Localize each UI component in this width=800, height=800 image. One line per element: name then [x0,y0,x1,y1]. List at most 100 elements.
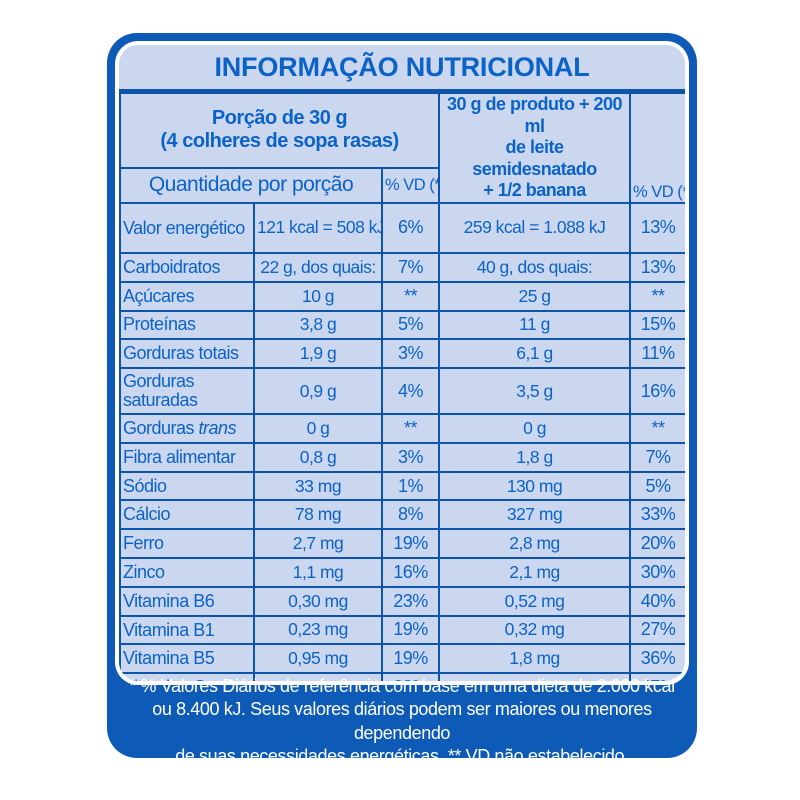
qty-per-portion: 33 mg [253,470,383,502]
vd-per-portion: 19% [380,614,441,646]
vd-with-milk: 16% [629,367,685,416]
nutrient-row: Vitamina B1 0,23 mg 19% 0,32 mg 27% [119,614,685,646]
nutrient-name: Fibra alimentar [119,441,255,473]
nutrition-facts-card: INFORMAÇÃO NUTRICIONAL Porção de 30 g (4… [107,33,697,766]
nutrient-name: Gorduras saturadas [119,367,255,416]
qty-per-portion: 3,8 g [253,309,383,341]
qty-per-portion: 0 g [253,413,383,444]
vd-with-milk: 40% [629,585,685,617]
vd-per-portion: 38% [380,672,441,681]
qty-with-milk: 0,52 mg [438,585,632,617]
qty-with-milk: 0,32 mg [438,614,632,646]
portion-header-right: 30 g de produto + 200 ml de leite semide… [438,92,632,204]
nutrient-name: Açúcares [119,280,255,312]
nutrient-row: Gorduras trans 0 g ** 0 g ** [119,413,685,444]
footnote-line1: * % Valores Diários de referência com ba… [129,676,675,697]
nutrient-row: Açúcares 10 g ** 25 g ** [119,280,685,312]
nutrient-name-text: Vitamina B5 [123,648,215,669]
nutrient-row: Fibra alimentar 0,8 g 3% 1,8 g 7% [119,441,685,473]
vd-with-milk: 13% [629,201,685,254]
daily-values-footnote: * % Valores Diários de referência com ba… [107,676,697,765]
qty-per-portion: 0,30 mg [253,585,383,617]
qty-with-milk: 6,1 g [438,338,632,370]
nutrient-name: Carboidratos [119,251,255,283]
nutrition-title: INFORMAÇÃO NUTRICIONAL [119,45,685,92]
nutrient-name-text: Carboidratos [123,256,221,277]
vd-with-milk: 7% [629,441,685,473]
qty-per-portion: 1,1 mg [253,557,383,588]
qty-per-portion: 1,9 g [253,338,383,370]
footnote-line3: de suas necessidades energéticas. ** VD … [175,745,629,766]
vd-with-milk: 30% [629,557,685,588]
qty-with-milk: 21 mg [438,672,632,681]
nutrient-row: Vitamina B5 0,95 mg 19% 1,8 mg 36% [119,643,685,675]
qty-per-portion: 0,8 g [253,441,383,473]
qty-with-milk: 40 g, dos quais: [438,251,632,283]
nutrient-name-text: Sódio [123,475,167,496]
qty-per-portion: 10 g [253,280,383,312]
nutrient-name-text: Açúcares [123,285,195,306]
footnote-line2: ou 8.400 kJ. Seus valores diários podem … [152,699,652,743]
nutrient-name-text: Gorduras totais [123,343,239,364]
vd-with-milk: ** [629,413,685,444]
vd-per-portion: ** [380,413,441,444]
portion-left-line2: (4 colheres de sopa rasas) [160,130,399,153]
white-inset: INFORMAÇÃO NUTRICIONAL Porção de 30 g (4… [115,41,689,685]
vd-per-portion: 1% [380,470,441,502]
nutrient-name-text: Vitamina B6 [123,590,215,611]
vd-with-milk: 15% [629,309,685,341]
qty-per-portion: 22 g, dos quais: [253,251,383,283]
nutrient-name-text: Valor energético [123,217,245,238]
nutrient-name: Vitamina B1 [119,614,255,646]
vd-per-portion: 6% [380,201,441,254]
nutrient-name-text: Vitamina B1 [123,619,215,640]
vd-per-portion: 19% [380,643,441,675]
vd-header-right: % VD (*) [629,92,685,204]
nutrient-row: Sódio 33 mg 1% 130 mg 5% [119,470,685,502]
header-row-portion: Porção de 30 g (4 colheres de sopa rasas… [119,92,685,204]
vd-per-portion: 3% [380,441,441,473]
qty-with-milk: 25 g [438,280,632,312]
nutrient-name-text: Ferro [123,533,164,554]
vd-per-portion: 8% [380,499,441,531]
nutrient-row: Gorduras saturadas 0,9 g 4% 3,5 g 16% [119,367,685,416]
nutrient-row: Proteínas 3,8 g 5% 11 g 15% [119,309,685,341]
nutrient-name-text: Vitamina C [123,677,206,681]
nutrient-row: Carboidratos 22 g, dos quais: 7% 40 g, d… [119,251,685,283]
nutrient-name-text: Fibra alimentar [123,446,236,467]
qty-per-portion: 0,23 mg [253,614,383,646]
portion-left-line1: Porção de 30 g [211,107,348,130]
nutrient-name-text: Gorduras saturadas [123,371,198,411]
nutrient-name-text: Zinco [123,561,165,582]
vd-per-portion: 23% [380,585,441,617]
qty-per-portion: 2,7 mg [253,528,383,559]
quantity-per-portion-header: Quantidade por porção [119,166,383,204]
vd-with-milk: 5% [629,470,685,502]
nutrient-row: Zinco 1,1 mg 16% 2,1 mg 30% [119,557,685,588]
nutrient-name-text: Gorduras [123,418,195,439]
qty-with-milk: 1,8 mg [438,643,632,675]
nutrient-row: Vitamina C 17 mg 38% 21 mg 47% [119,672,685,681]
nutrient-name: Sódio [119,470,255,502]
portion-right-line2: de leite semidesnatado [472,137,597,179]
vd-per-portion: 7% [380,251,441,283]
nutrient-name: Proteínas [119,309,255,341]
nutrient-name: Valor energético [119,201,255,254]
vd-per-portion: 19% [380,528,441,559]
nutrition-table: Porção de 30 g (4 colheres de sopa rasas… [119,92,685,681]
qty-with-milk: 327 mg [438,499,632,531]
nutrient-row: Cálcio 78 mg 8% 327 mg 33% [119,499,685,531]
vd-per-portion: 16% [380,557,441,588]
vd-with-milk: 27% [629,614,685,646]
vd-with-milk: 33% [629,499,685,531]
qty-with-milk: 259 kcal = 1.088 kJ [438,201,632,254]
table-body: Valor energético 121 kcal = 508 kJ 6% 25… [119,201,685,681]
vd-with-milk: 13% [629,251,685,283]
vd-with-milk: 11% [629,338,685,370]
vd-per-portion: ** [380,280,441,312]
portion-right-line1: 30 g de produto + 200 ml [446,94,623,136]
vd-per-portion: 5% [380,309,441,341]
qty-per-portion: 78 mg [253,499,383,531]
nutrient-name: Ferro [119,528,255,559]
nutrient-name: Vitamina B5 [119,643,255,675]
